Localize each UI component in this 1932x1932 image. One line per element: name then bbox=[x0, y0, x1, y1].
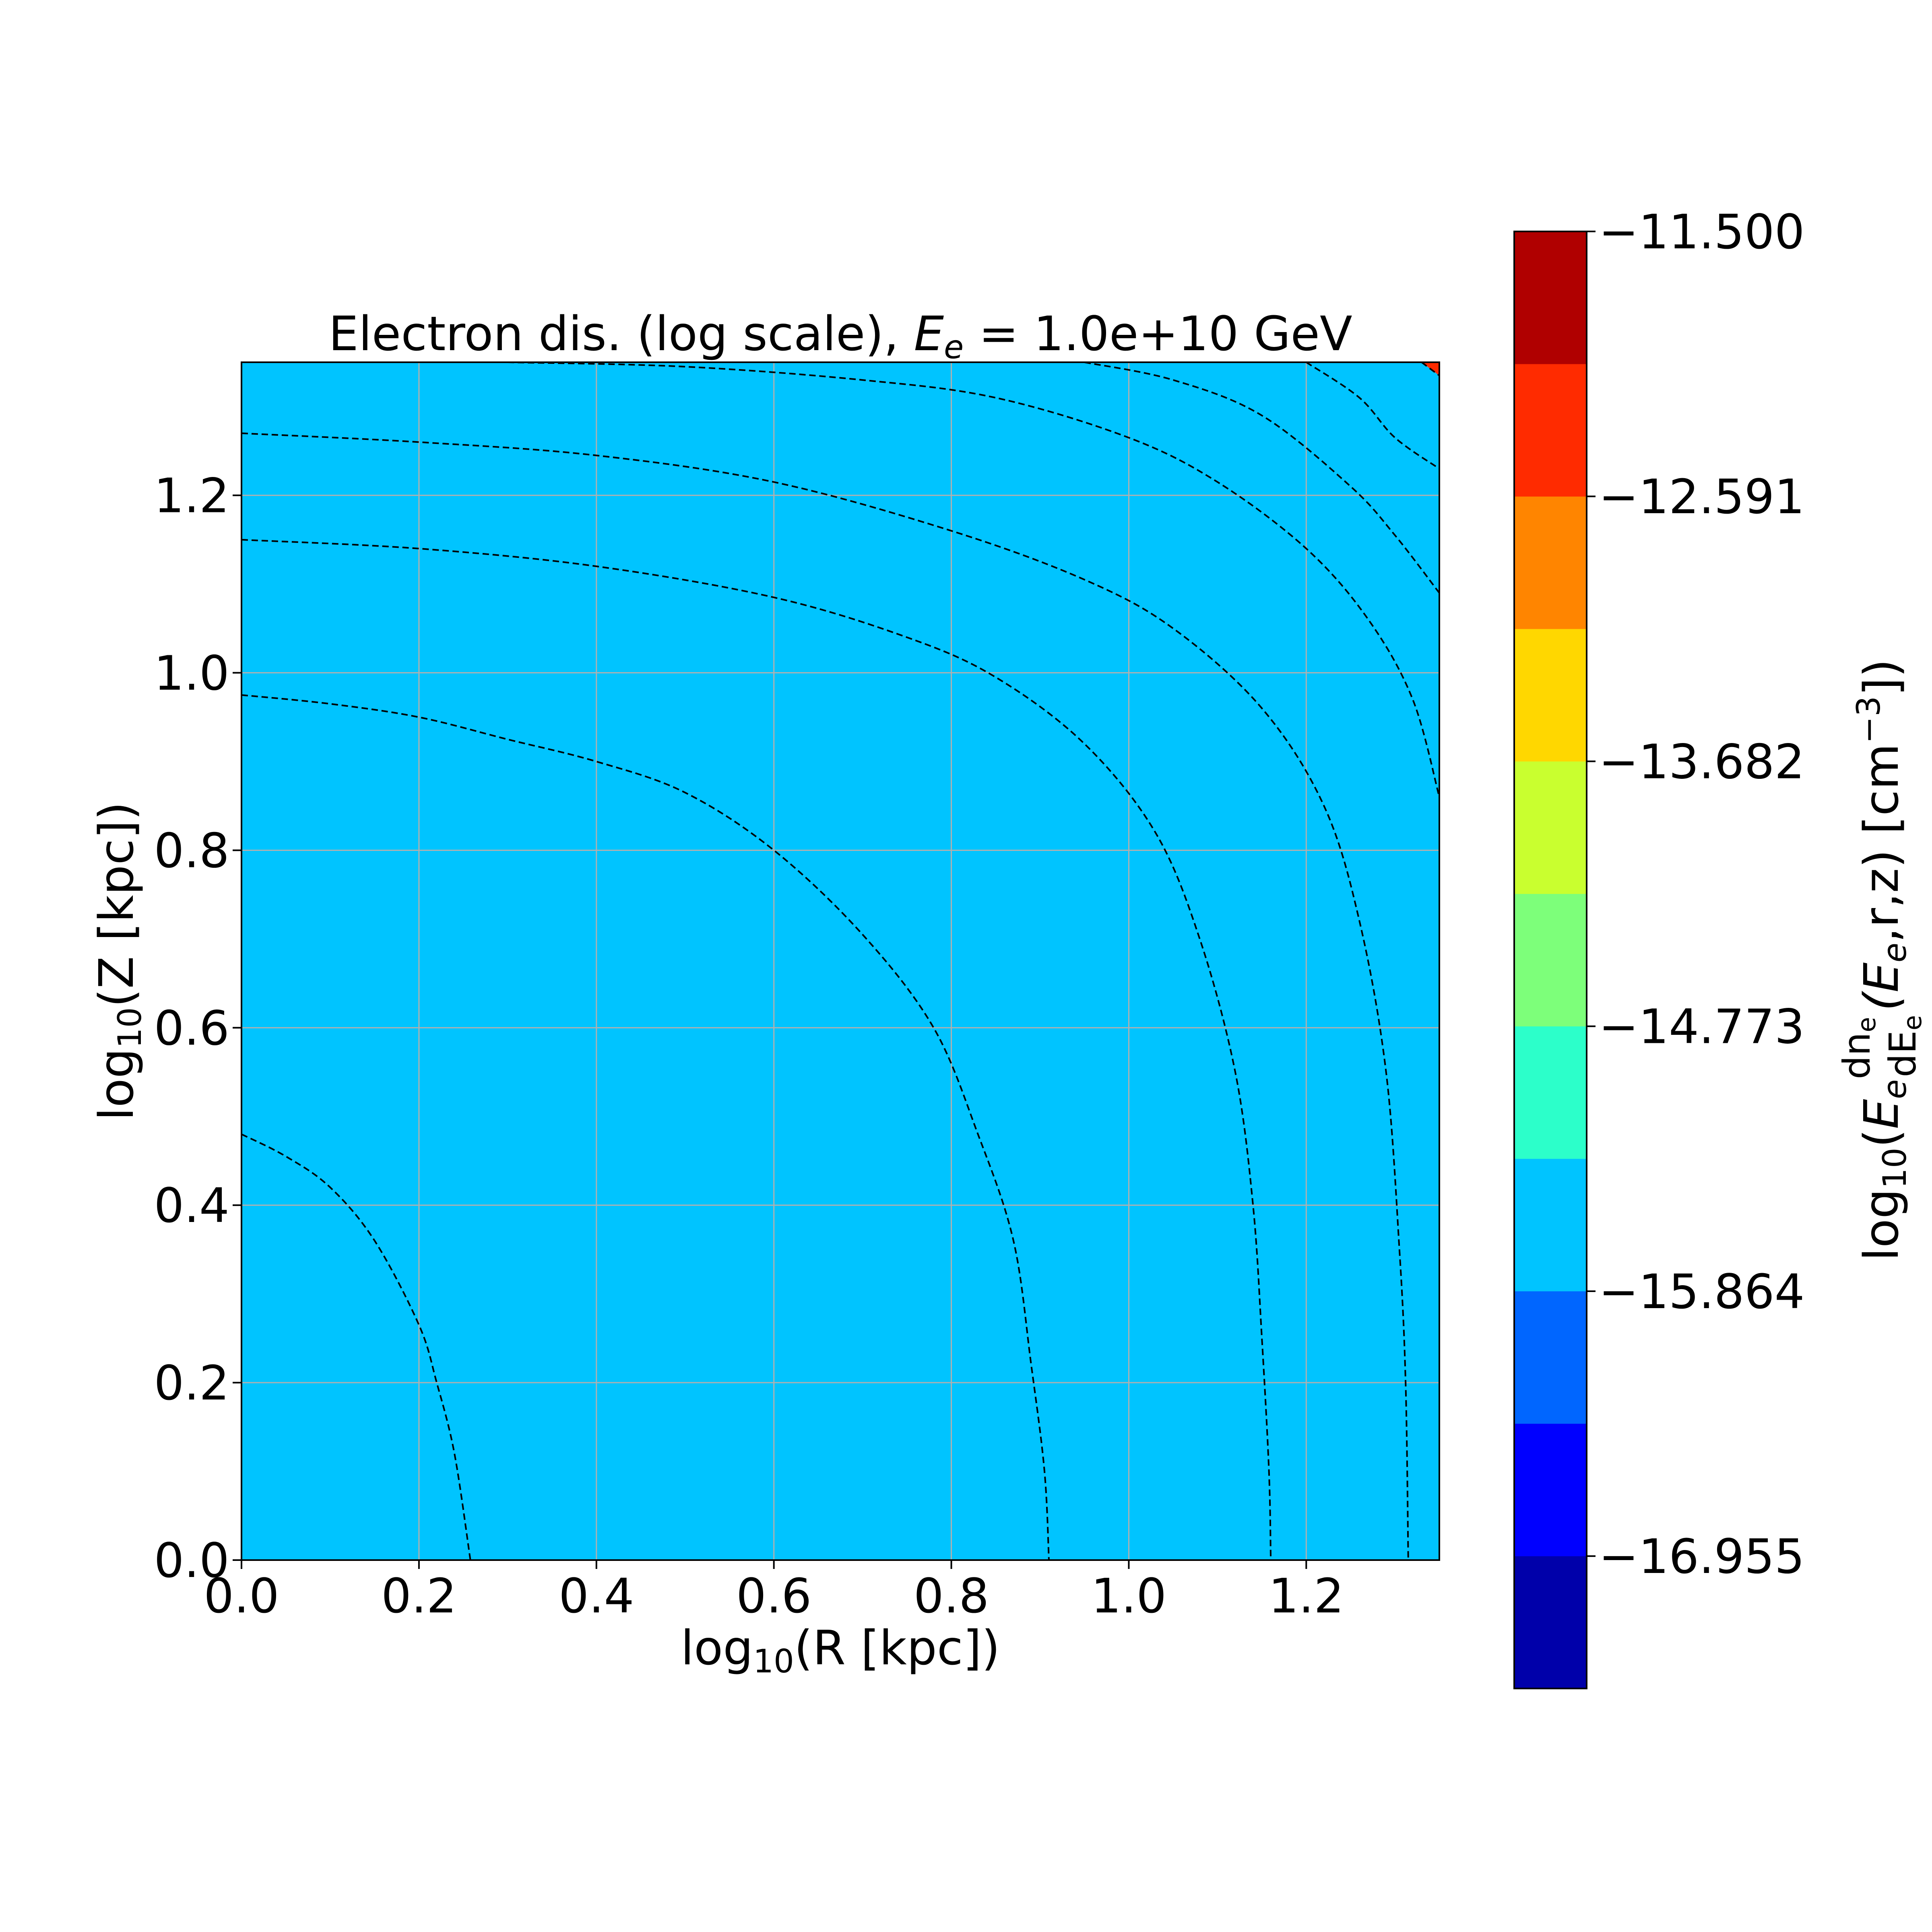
colorbar-segment bbox=[1514, 1423, 1587, 1556]
colorbar-label-frac-den-sub: e bbox=[1898, 1015, 1927, 1030]
x-axis-ticks: 0.0 0.2 0.4 0.6 0.8 1.0 1.2 bbox=[204, 1560, 1344, 1624]
colorbar-segment bbox=[1514, 496, 1587, 629]
colorbar-frame bbox=[1513, 231, 1587, 1689]
contour-line bbox=[508, 362, 1439, 797]
y-axis-label-sub: 10 bbox=[111, 1007, 149, 1048]
colorbar-segment bbox=[1514, 1291, 1587, 1424]
x-axis-label: log10(R [kpc]) bbox=[681, 1620, 1000, 1680]
colorbar-label-frac-num: dn bbox=[1835, 1032, 1878, 1080]
x-axis-label-sub: 10 bbox=[753, 1643, 794, 1680]
colorbar-segment bbox=[1514, 1026, 1587, 1159]
colorbar-label-arg-rest: ,r,z) [cm bbox=[1854, 743, 1909, 943]
colorbar-segment bbox=[1514, 231, 1587, 364]
colorbar-tick-label: −14.773 bbox=[1599, 999, 1805, 1055]
colorbar-segment bbox=[1514, 364, 1587, 497]
x-tick-label: 0.0 bbox=[204, 1568, 279, 1624]
colorbar-label-open: ( bbox=[1854, 1129, 1909, 1148]
colorbar-label-close: ]) bbox=[1854, 659, 1909, 696]
colorbar-label-arg: (E bbox=[1854, 962, 1909, 1011]
x-tick-label: 1.2 bbox=[1268, 1568, 1344, 1624]
x-tick-label: 0.8 bbox=[914, 1568, 989, 1624]
x-tick-label: 0.6 bbox=[736, 1568, 812, 1624]
grid-lines bbox=[242, 362, 1439, 1560]
y-tick-label: 0.8 bbox=[154, 823, 229, 878]
y-tick-label: 0.2 bbox=[154, 1355, 229, 1411]
colorbar-label-frac-num-sub: e bbox=[1852, 1017, 1881, 1032]
contour-line bbox=[1306, 362, 1439, 470]
y-tick-label: 1.2 bbox=[154, 468, 229, 524]
colorbar-label-energy: E bbox=[1854, 1099, 1909, 1129]
contour-line bbox=[1084, 362, 1439, 594]
colorbar-tick-label: −13.682 bbox=[1599, 734, 1805, 789]
y-axis-label-rest: (Z [kpc]) bbox=[89, 802, 144, 1007]
chart-title: Electron dis. (log scale), Ee = 1.0e+10 … bbox=[328, 306, 1352, 366]
chart-title-suffix: = 1.0e+10 GeV bbox=[964, 306, 1352, 361]
y-tick-label: 0.4 bbox=[154, 1178, 229, 1233]
colorbar-label-log: log bbox=[1854, 1189, 1909, 1261]
colorbar-tick-label: −16.955 bbox=[1599, 1529, 1805, 1584]
colorbar-tick-label: −15.864 bbox=[1599, 1264, 1805, 1319]
contour-line bbox=[242, 432, 1409, 1560]
contour-fills bbox=[242, 362, 1439, 1560]
colorbar-label-frac-den: dE bbox=[1881, 1030, 1924, 1077]
x-tick-label: 1.0 bbox=[1091, 1568, 1167, 1624]
colorbar-label-arg-sub: e bbox=[1876, 943, 1913, 962]
x-tick-label: 0.2 bbox=[381, 1568, 457, 1624]
colorbar-tick-label: −11.500 bbox=[1599, 204, 1805, 260]
y-axis-ticks: 0.0 0.2 0.4 0.6 0.8 1.0 1.2 bbox=[154, 468, 242, 1588]
colorbar-segment bbox=[1514, 894, 1587, 1027]
y-tick-label: 0.6 bbox=[154, 1000, 229, 1056]
y-axis-label-log: log bbox=[89, 1048, 144, 1121]
colorbar-tick-label: −12.591 bbox=[1599, 469, 1805, 524]
contour-lines bbox=[242, 362, 1439, 1560]
contour-line bbox=[242, 539, 1272, 1560]
colorbar-segment bbox=[1514, 761, 1587, 894]
colorbar-label-log-sub: 10 bbox=[1876, 1148, 1913, 1189]
chart-title-prefix: Electron dis. (log scale), bbox=[328, 306, 914, 361]
colorbar-label: log10(EednedEe(Ee,r,z) [cm−3]) bbox=[1835, 659, 1927, 1261]
chart-title-subscript: e bbox=[944, 328, 964, 366]
contour-band bbox=[242, 362, 1439, 1560]
colorbar-label-superscript: −3 bbox=[1850, 696, 1887, 743]
colorbar-segment bbox=[1514, 629, 1587, 762]
x-tick-label: 0.4 bbox=[559, 1568, 634, 1624]
plot-area bbox=[242, 362, 1439, 1560]
colorbar-segment bbox=[1514, 1158, 1587, 1292]
x-axis-label-rest: (R [kpc]) bbox=[794, 1620, 1000, 1676]
y-tick-label: 0.0 bbox=[154, 1533, 229, 1588]
y-axis-label: log10(Z [kpc]) bbox=[89, 802, 149, 1121]
y-tick-label: 1.0 bbox=[154, 646, 229, 701]
colorbar-ticks: −16.955 −15.864 −14.773 −13.682 −12.591 −11.5… bbox=[1587, 204, 1805, 1584]
contour-line bbox=[242, 694, 1050, 1560]
colorbar-label-energy-sub: e bbox=[1876, 1079, 1913, 1099]
colorbar-segment bbox=[1514, 1556, 1587, 1689]
chart-title-symbol: E bbox=[914, 306, 944, 361]
x-axis-label-log: log bbox=[681, 1620, 753, 1676]
colorbar bbox=[1514, 231, 1587, 1689]
contour-line bbox=[242, 1133, 471, 1560]
plot-frame bbox=[241, 361, 1440, 1561]
